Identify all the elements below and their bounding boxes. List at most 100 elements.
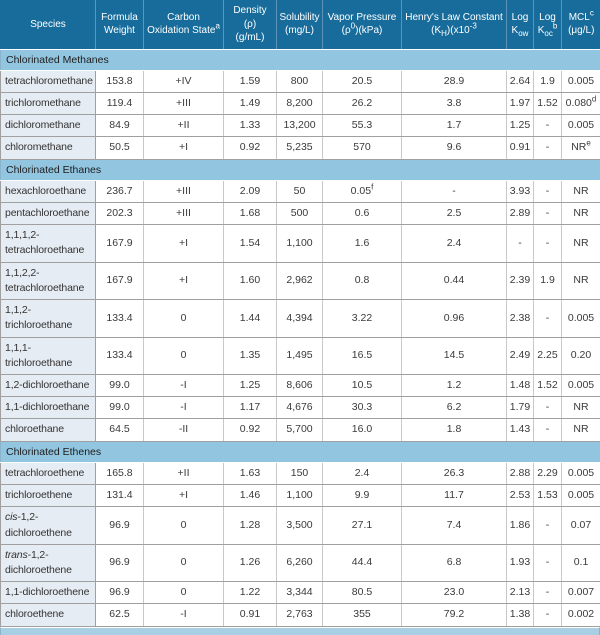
value-cell-log_koc: 2.29 <box>534 462 562 484</box>
value-cell-mcl: 0.005 <box>562 70 600 92</box>
value-cell-henrys_law_constant: 7.4 <box>402 507 507 544</box>
value-cell-log_koc: - <box>534 203 562 225</box>
value-cell-formula_weight: 99.0 <box>96 397 144 419</box>
value-cell-log_kow: 2.88 <box>507 462 534 484</box>
value-cell-formula_weight: 99.0 <box>96 375 144 397</box>
value-cell-solubility: 800 <box>277 70 323 92</box>
value-cell-log_koc: - <box>534 137 562 159</box>
value-cell-henrys_law_constant: 28.9 <box>402 70 507 92</box>
section-row: Chlorinated Ethenes <box>1 441 600 462</box>
value-cell-formula_weight: 131.4 <box>96 485 144 507</box>
value-cell-log_koc: - <box>534 225 562 262</box>
value-cell-log_kow: 1.48 <box>507 375 534 397</box>
value-cell-vapor_pressure: 0.8 <box>323 262 402 299</box>
value-cell-density: 1.33 <box>224 115 277 137</box>
value-cell-log_koc: - <box>534 582 562 604</box>
species-cell: 1,1,1-trichloroethane <box>1 337 96 374</box>
value-cell-vapor_pressure: 27.1 <box>323 507 402 544</box>
value-cell-mcl: NR <box>562 180 600 202</box>
value-cell-mcl: NRe <box>562 137 600 159</box>
value-cell-solubility: 4,676 <box>277 397 323 419</box>
value-cell-mcl: 0.007 <box>562 582 600 604</box>
value-cell-carbon_oxidation_state: +II <box>144 115 224 137</box>
value-cell-vapor_pressure: 20.5 <box>323 70 402 92</box>
value-cell-log_koc: 2.25 <box>534 337 562 374</box>
value-cell-henrys_law_constant: 0.44 <box>402 262 507 299</box>
value-cell-log_kow: 2.49 <box>507 337 534 374</box>
column-header-mcl: MCLc(μg/L) <box>562 0 600 49</box>
species-cell: 1,1,1,2-tetrachloroethane <box>1 225 96 262</box>
value-cell-solubility: 1,495 <box>277 337 323 374</box>
value-cell-log_kow: 0.91 <box>507 137 534 159</box>
value-cell-log_kow: 1.43 <box>507 419 534 441</box>
value-cell-formula_weight: 62.5 <box>96 604 144 626</box>
value-cell-solubility: 2,962 <box>277 262 323 299</box>
value-cell-density: 1.63 <box>224 462 277 484</box>
value-cell-mcl: 0.005 <box>562 485 600 507</box>
value-cell-henrys_law_constant: 2.5 <box>402 203 507 225</box>
value-cell-vapor_pressure: 3.22 <box>323 300 402 337</box>
section-row: Chlorinated Ethanes <box>1 159 600 180</box>
value-cell-carbon_oxidation_state: +III <box>144 92 224 114</box>
species-cell: hexachloroethane <box>1 180 96 202</box>
value-cell-formula_weight: 96.9 <box>96 507 144 544</box>
value-cell-density: 1.49 <box>224 92 277 114</box>
value-cell-log_kow: 1.25 <box>507 115 534 137</box>
value-cell-solubility: 8,200 <box>277 92 323 114</box>
species-cell: 1,1-dichloroethane <box>1 397 96 419</box>
value-cell-carbon_oxidation_state: 0 <box>144 300 224 337</box>
value-cell-carbon_oxidation_state: +II <box>144 462 224 484</box>
value-cell-henrys_law_constant: 9.6 <box>402 137 507 159</box>
value-cell-log_koc: - <box>534 604 562 626</box>
species-cell: cis-1,2-dichloroethene <box>1 507 96 544</box>
value-cell-carbon_oxidation_state: 0 <box>144 544 224 581</box>
value-cell-carbon_oxidation_state: 0 <box>144 582 224 604</box>
value-cell-log_kow: 2.38 <box>507 300 534 337</box>
value-cell-formula_weight: 165.8 <box>96 462 144 484</box>
value-cell-henrys_law_constant: 14.5 <box>402 337 507 374</box>
value-cell-vapor_pressure: 55.3 <box>323 115 402 137</box>
value-cell-log_koc: 1.9 <box>534 70 562 92</box>
column-header-solubility: Solubility(mg/L) <box>277 0 323 49</box>
value-cell-henrys_law_constant: 1.8 <box>402 419 507 441</box>
value-cell-log_koc: - <box>534 507 562 544</box>
value-cell-carbon_oxidation_state: +I <box>144 485 224 507</box>
value-cell-log_koc: 1.52 <box>534 92 562 114</box>
species-cell: chloroethane <box>1 419 96 441</box>
value-cell-density: 2.09 <box>224 180 277 202</box>
value-cell-formula_weight: 50.5 <box>96 137 144 159</box>
value-cell-mcl: NR <box>562 262 600 299</box>
value-cell-log_kow: 2.53 <box>507 485 534 507</box>
value-cell-log_kow: 1.79 <box>507 397 534 419</box>
value-cell-solubility: 3,500 <box>277 507 323 544</box>
species-cell: trans-1,2-dichloroethene <box>1 544 96 581</box>
value-cell-vapor_pressure: 26.2 <box>323 92 402 114</box>
column-header-vapor_pressure: Vapor Pressure(ρ0)(kPa) <box>323 0 402 49</box>
value-cell-henrys_law_constant: 6.2 <box>402 397 507 419</box>
value-cell-formula_weight: 64.5 <box>96 419 144 441</box>
value-cell-carbon_oxidation_state: +III <box>144 180 224 202</box>
section-header-label: Chlorinated Ethenes <box>1 441 600 462</box>
value-cell-mcl: 0.005 <box>562 375 600 397</box>
value-cell-density: 1.26 <box>224 544 277 581</box>
species-cell: tetrachloroethene <box>1 462 96 484</box>
value-cell-henrys_law_constant: 1.7 <box>402 115 507 137</box>
value-cell-carbon_oxidation_state: -I <box>144 375 224 397</box>
value-cell-vapor_pressure: 30.3 <box>323 397 402 419</box>
value-cell-density: 0.91 <box>224 604 277 626</box>
value-cell-vapor_pressure: 2.4 <box>323 462 402 484</box>
species-cell: 1,2-dichloroethane <box>1 375 96 397</box>
